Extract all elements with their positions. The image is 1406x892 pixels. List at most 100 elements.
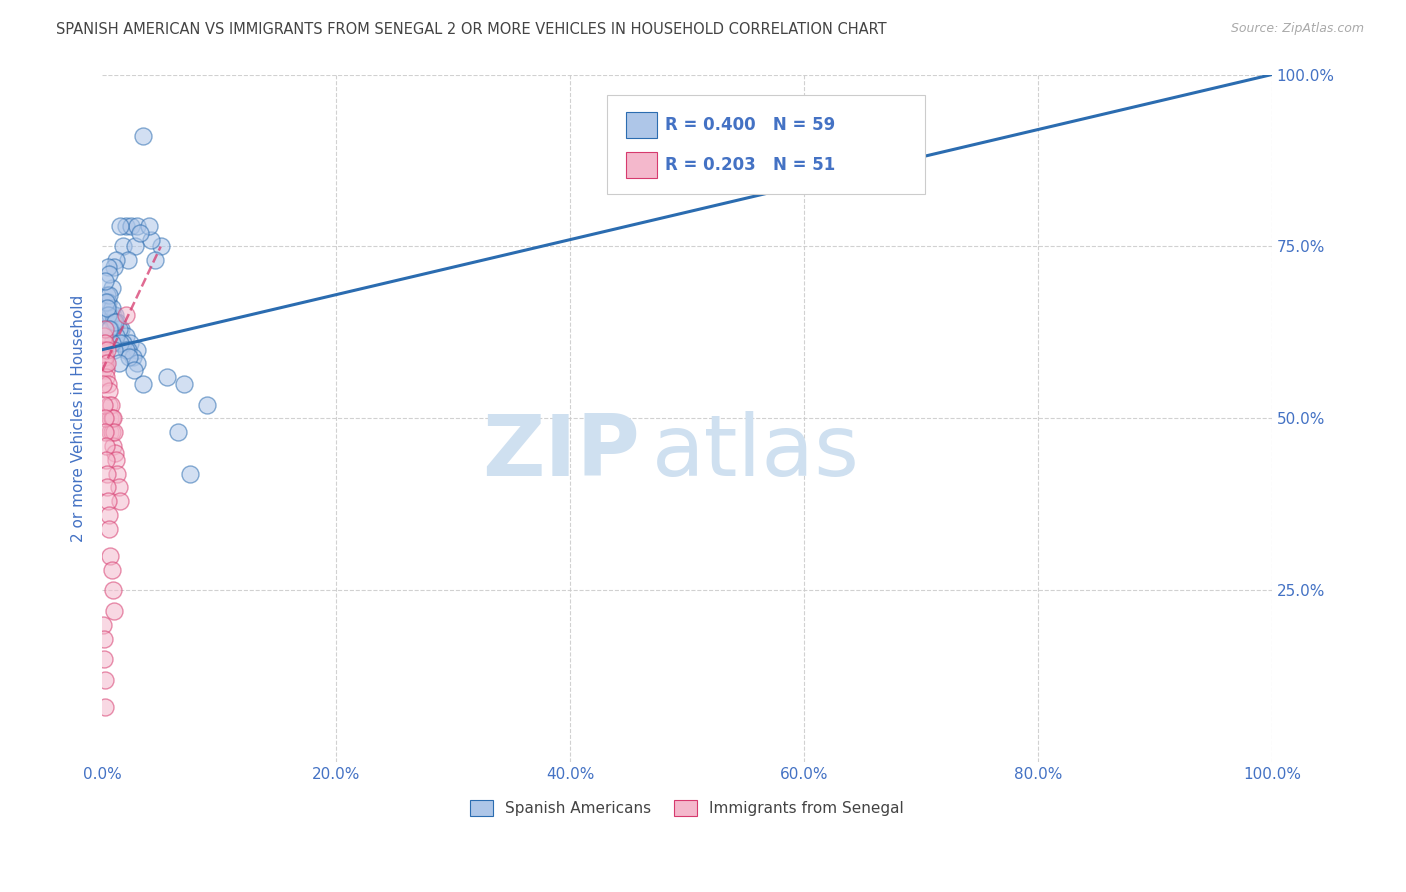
Point <box>96 370 118 384</box>
Point <box>141 233 163 247</box>
Point <box>94 439 117 453</box>
Point <box>94 294 117 309</box>
Point <box>100 301 122 316</box>
Point <box>98 322 121 336</box>
Point <box>149 239 172 253</box>
Point <box>97 294 120 309</box>
Point <box>112 335 135 350</box>
Point <box>143 253 166 268</box>
Point <box>132 377 155 392</box>
Point <box>121 350 143 364</box>
Point <box>93 652 115 666</box>
Point <box>93 322 115 336</box>
Point <box>100 322 122 336</box>
Point <box>96 356 118 370</box>
Point <box>94 700 117 714</box>
Point <box>118 350 141 364</box>
Point <box>98 267 121 281</box>
Point <box>100 335 122 350</box>
Text: ZIP: ZIP <box>482 411 640 494</box>
Point <box>117 253 139 268</box>
Text: atlas: atlas <box>652 411 860 494</box>
Point <box>107 315 129 329</box>
Point <box>98 384 121 398</box>
Point <box>110 322 132 336</box>
Point <box>114 219 136 233</box>
Point <box>100 549 122 563</box>
Point <box>155 370 177 384</box>
Point <box>93 377 115 392</box>
Point <box>138 219 160 233</box>
Point <box>107 322 129 336</box>
Point <box>108 219 131 233</box>
Point <box>93 343 115 357</box>
Point <box>98 411 121 425</box>
Point <box>103 439 125 453</box>
Legend: Spanish Americans, Immigrants from Senegal: Spanish Americans, Immigrants from Seneg… <box>463 792 911 823</box>
Point <box>103 604 125 618</box>
Point <box>100 563 122 577</box>
Point <box>96 467 118 481</box>
Point <box>94 363 117 377</box>
Point <box>197 398 219 412</box>
Point <box>128 226 150 240</box>
Point <box>97 377 120 392</box>
Point <box>101 308 124 322</box>
Point <box>114 343 136 357</box>
Point <box>101 583 124 598</box>
Point <box>105 452 128 467</box>
Point <box>104 446 127 460</box>
Point <box>96 301 118 316</box>
Point <box>103 425 125 440</box>
Point <box>91 618 114 632</box>
Point <box>94 673 117 687</box>
Point <box>94 308 117 322</box>
Point <box>97 308 120 322</box>
Point <box>103 260 125 274</box>
Point <box>117 343 139 357</box>
Point <box>127 356 149 370</box>
Point <box>100 398 122 412</box>
Point <box>132 129 155 144</box>
Point <box>101 315 124 329</box>
Point <box>114 329 136 343</box>
Point <box>91 343 114 357</box>
Point <box>100 308 122 322</box>
Point <box>105 253 128 268</box>
Point <box>100 281 122 295</box>
Point <box>97 260 120 274</box>
Point <box>124 239 146 253</box>
Point <box>93 274 115 288</box>
Point <box>104 315 127 329</box>
Point <box>97 508 120 522</box>
Point <box>107 480 129 494</box>
Point <box>98 287 121 301</box>
Point <box>114 308 136 322</box>
Point <box>127 343 149 357</box>
Point <box>97 494 120 508</box>
Point <box>94 335 117 350</box>
Point <box>93 356 115 370</box>
Point <box>108 335 131 350</box>
Point <box>105 329 128 343</box>
Point <box>120 219 142 233</box>
Point <box>91 363 114 377</box>
Point <box>101 425 124 440</box>
Y-axis label: 2 or more Vehicles in Household: 2 or more Vehicles in Household <box>72 295 86 542</box>
Point <box>103 315 125 329</box>
Text: R = 0.203   N = 51: R = 0.203 N = 51 <box>665 156 835 174</box>
Point <box>94 425 117 440</box>
Point <box>107 467 129 481</box>
Point <box>94 356 117 370</box>
Point <box>93 411 115 425</box>
Point <box>104 308 127 322</box>
Point <box>98 522 121 536</box>
Point <box>100 425 122 440</box>
Text: Source: ZipAtlas.com: Source: ZipAtlas.com <box>1230 22 1364 36</box>
Point <box>112 239 135 253</box>
Point <box>108 494 131 508</box>
Point <box>96 343 118 357</box>
Point <box>96 452 118 467</box>
Point <box>93 335 115 350</box>
Point <box>101 411 124 425</box>
